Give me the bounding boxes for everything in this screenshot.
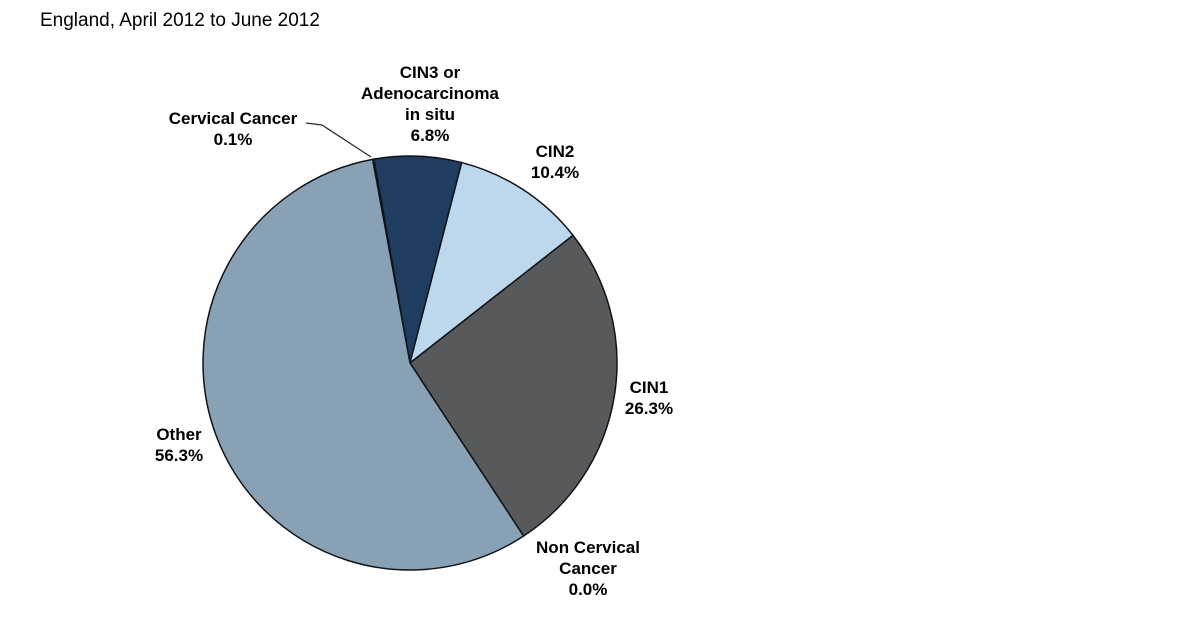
label-line: Other [156,425,202,444]
label-cervical-cancer: Cervical Cancer 0.1% [169,108,298,150]
label-line: 26.3% [624,399,674,418]
label-cin3: CIN3 or Adenocarcinoma in situ 6.8% [361,62,499,146]
label-non-cervical-cancer: Non Cervical Cancer 0.0% [536,537,640,600]
label-line: in situ [404,105,456,124]
label-line: 10.4% [530,163,580,182]
label-line: 6.8% [410,126,450,145]
label-line: Adenocarcinoma [361,84,499,103]
label-cin2: CIN2 10.4% [531,141,579,183]
chart-title: England, April 2012 to June 2012 [40,10,320,31]
label-line: 56.3% [154,446,204,465]
pie-slice-cin2 [408,161,575,365]
label-line: Non Cervical [536,538,640,557]
pie-slice-cin1 [408,234,618,538]
label-line: Cervical Cancer [168,109,298,128]
leader-line-cervical-cancer [305,122,372,158]
label-line: CIN3 or [399,63,461,82]
label-line: Cancer [559,559,617,578]
label-line: 0.1% [213,130,253,149]
pie-slices-group [202,155,618,571]
label-other: Other 56.3% [155,424,203,466]
label-cin1: CIN1 26.3% [625,377,673,419]
label-line: CIN1 [629,378,669,397]
label-line: CIN2 [535,142,575,161]
label-line: 0.0% [568,580,608,599]
pie-slice-other [202,158,525,571]
